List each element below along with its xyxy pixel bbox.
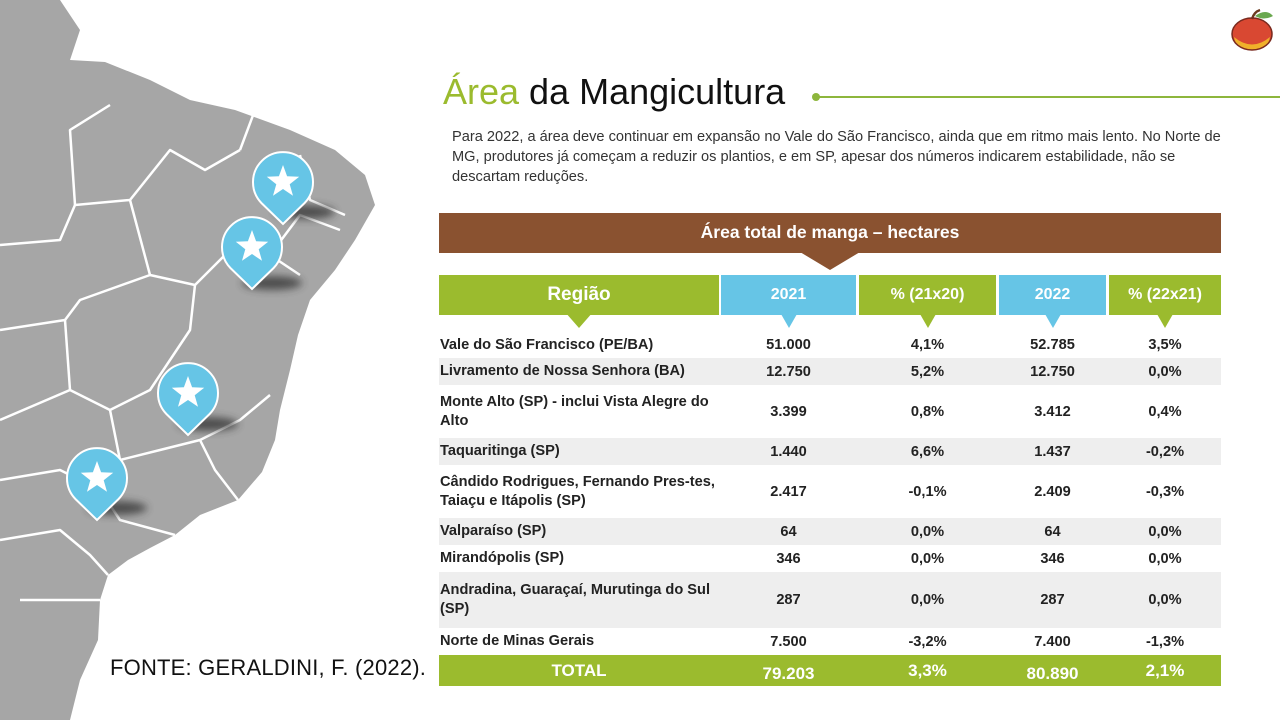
cell-regiao: Andradina, Guaraçaí, Murutinga do Sul (S… (440, 582, 711, 617)
total-pct-21x20: 3,3% (908, 660, 947, 680)
map-landmass (0, 0, 375, 720)
header-pct-21x20: % (21x20) (859, 275, 996, 328)
cell-2022: 12.750 (1030, 363, 1075, 380)
cell-2021: 1.440 (770, 443, 807, 460)
cell-pct-21x20: 0,8% (910, 403, 945, 420)
cell-pct-22x21: -1,3% (1145, 633, 1185, 650)
star-map-marker-icon (66, 447, 128, 522)
cell-2021: 51.000 (766, 337, 811, 353)
cell-pct-21x20: 5,2% (910, 363, 945, 380)
cell-2021: 3.399 (770, 403, 807, 420)
table-row: Andradina, Guaraçaí, Murutinga do Sul (S… (439, 572, 1221, 628)
cell-pct-21x20: -0,1% (908, 483, 947, 500)
cell-2022: 64 (1044, 523, 1061, 540)
brazil-map (0, 0, 375, 720)
cell-pct-22x21: 0,0% (1148, 363, 1182, 380)
cell-regiao: Vale do São Francisco (PE/BA) (440, 336, 654, 353)
cell-2021: 7.500 (770, 633, 807, 650)
cell-regiao: Monte Alto (SP) - inclui Vista Alegre do… (440, 393, 709, 429)
intro-paragraph: Para 2022, a área deve continuar em expa… (452, 129, 1221, 185)
header-2021: 2021 (721, 275, 856, 328)
cell-2021: 64 (780, 523, 797, 540)
table-row: Monte Alto (SP) - inclui Vista Alegre do… (439, 385, 1221, 438)
header-pct-22x21: % (22x21) (1109, 275, 1221, 328)
header-2022: 2022 (999, 275, 1106, 328)
star-map-marker-icon (157, 362, 219, 437)
cell-pct-22x21: 0,4% (1148, 403, 1182, 420)
cell-2021: 287 (776, 592, 801, 608)
table-row: Livramento de Nossa Senhora (BA) 12.750 … (439, 358, 1221, 385)
cell-regiao: Norte de Minas Gerais (440, 633, 595, 649)
cell-pct-22x21: 0,0% (1148, 592, 1182, 608)
cell-pct-21x20: 0,0% (910, 523, 945, 540)
header-regiao: Região (439, 275, 719, 328)
total-label: TOTAL (551, 660, 607, 680)
cell-2021: 2.417 (770, 483, 807, 500)
cell-2022: 1.437 (1034, 443, 1071, 460)
page-title: Área da Mangicultura (443, 70, 785, 114)
total-2021: 79.203 (762, 663, 815, 683)
cell-regiao: Cândido Rodrigues, Fernando Pres-tes, Ta… (440, 473, 715, 509)
cell-pct-22x21: 0,0% (1148, 523, 1182, 540)
table-row: Mirandópolis (SP) 346 0,0% 346 0,0% (439, 545, 1221, 572)
title-accent: Área (443, 71, 520, 112)
total-2022: 80.890 (1026, 663, 1079, 683)
table-row: Norte de Minas Gerais 7.500 -3,2% 7.400 … (439, 628, 1221, 655)
star-map-marker-icon (252, 151, 314, 226)
cell-2022: 3.412 (1034, 403, 1071, 420)
source-citation: FONTE: GERALDINI, F. (2022). (110, 655, 427, 680)
cell-pct-22x21: 0,0% (1148, 550, 1182, 567)
table-row: Vale do São Francisco (PE/BA) 51.000 4,1… (439, 332, 1221, 358)
title-rest: da Mangicultura (519, 71, 786, 112)
table-caption-notch (800, 252, 860, 270)
table-caption: Área total de manga – hectares (439, 213, 1221, 253)
cell-2022: 52.785 (1030, 337, 1075, 353)
cell-pct-21x20: 6,6% (910, 443, 945, 460)
cell-2022: 2.409 (1034, 483, 1071, 500)
title-underline (814, 96, 1280, 98)
cell-regiao: Mirandópolis (SP) (440, 550, 565, 566)
cell-pct-22x21: -0,3% (1145, 483, 1185, 500)
cell-2021: 346 (776, 550, 801, 567)
cell-pct-22x21: 3,5% (1148, 337, 1182, 353)
table-row: Valparaíso (SP) 64 0,0% 64 0,0% (439, 518, 1221, 545)
mango-logo-icon (1231, 8, 1273, 51)
total-pct-22x21: 2,1% (1145, 660, 1185, 680)
cell-2022: 7.400 (1034, 633, 1071, 650)
total-row: TOTAL 79.203 3,3% 80.890 2,1% (439, 655, 1221, 686)
cell-2021: 12.750 (766, 363, 811, 380)
cell-regiao: Taquaritinga (SP) (440, 443, 560, 459)
table-row: Taquaritinga (SP) 1.440 6,6% 1.437 -0,2% (439, 438, 1221, 465)
cell-regiao: Valparaíso (SP) (440, 523, 547, 539)
cell-pct-21x20: -3,2% (908, 633, 947, 650)
cell-pct-22x21: -0,2% (1145, 443, 1185, 460)
cell-pct-21x20: 4,1% (910, 337, 945, 353)
table-row: Cândido Rodrigues, Fernando Pres-tes, Ta… (439, 465, 1221, 518)
star-map-marker-icon (221, 216, 283, 291)
cell-2022: 287 (1040, 592, 1065, 608)
cell-regiao: Livramento de Nossa Senhora (BA) (440, 363, 685, 379)
star-map-markers (66, 151, 314, 522)
cell-pct-21x20: 0,0% (910, 550, 945, 567)
cell-pct-21x20: 0,0% (910, 592, 945, 608)
cell-2022: 346 (1040, 550, 1065, 567)
